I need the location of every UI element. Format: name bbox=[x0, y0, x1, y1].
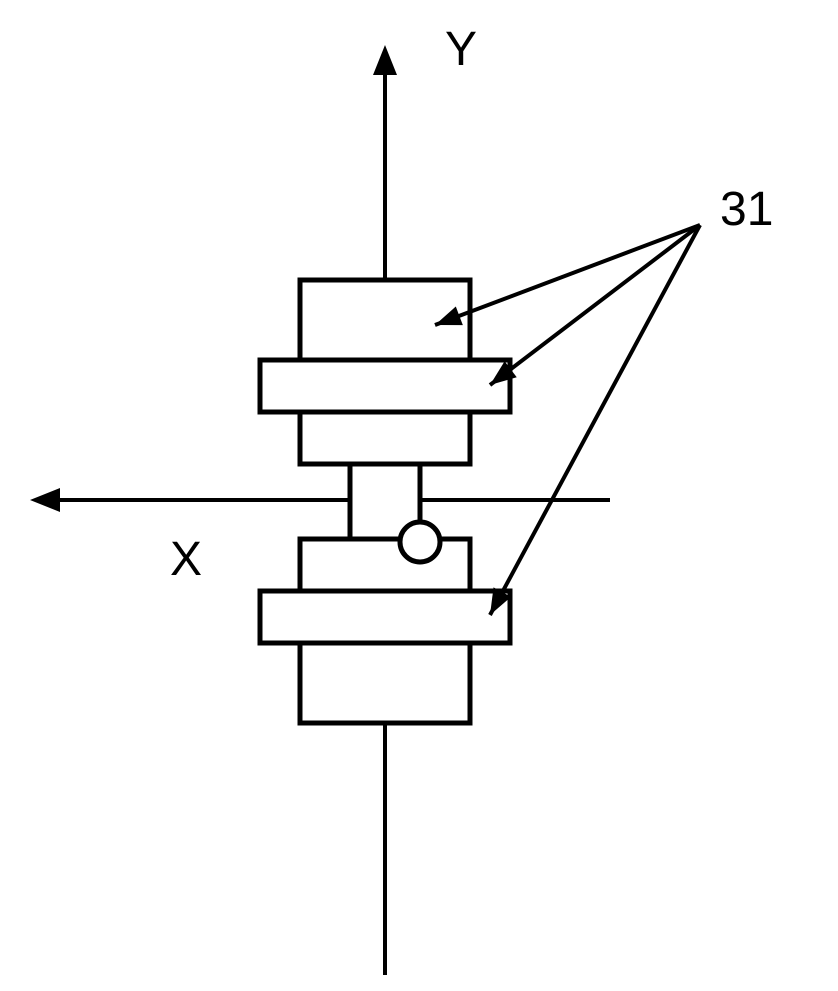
callout-label: 31 bbox=[720, 183, 773, 236]
y-axis-arrowhead bbox=[373, 45, 397, 75]
callout-leader-0 bbox=[435, 225, 700, 325]
part-rect-2 bbox=[300, 412, 470, 464]
callout-leader-1 bbox=[490, 225, 700, 385]
part-rect-5 bbox=[260, 591, 510, 643]
part-rect-4 bbox=[300, 539, 470, 591]
callout-leader-2 bbox=[490, 225, 700, 615]
part-rect-6 bbox=[300, 643, 470, 723]
origin-marker-circle bbox=[400, 522, 440, 562]
callout-layer bbox=[435, 225, 700, 615]
diagram-canvas: Y X 31 bbox=[0, 0, 838, 991]
x-axis-label: X bbox=[170, 533, 202, 586]
part-rect-1 bbox=[260, 360, 510, 412]
y-axis-label: Y bbox=[445, 23, 477, 76]
x-axis-arrowhead bbox=[30, 488, 60, 512]
axes-layer bbox=[30, 45, 610, 975]
